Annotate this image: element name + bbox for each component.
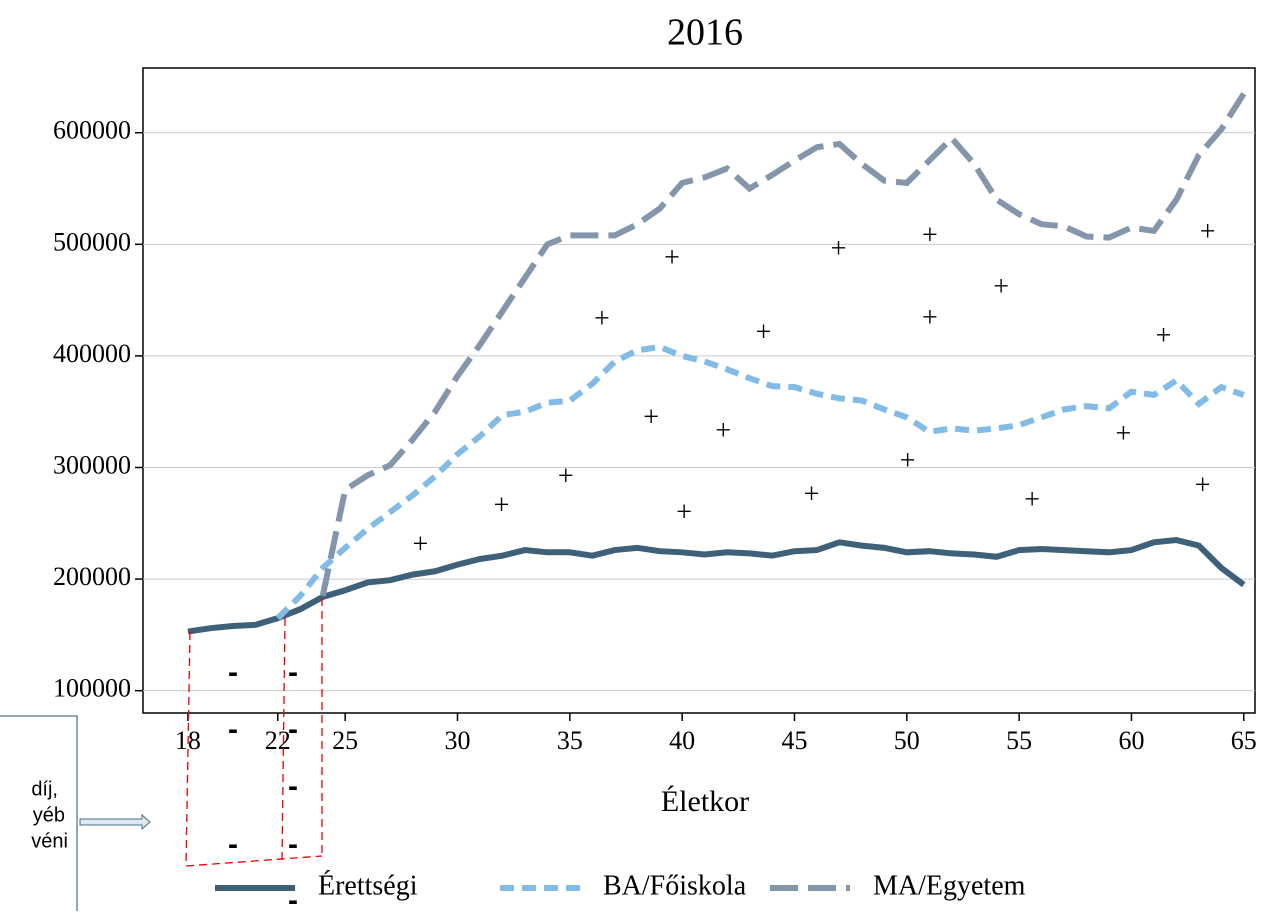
plus-marker: + [676, 497, 692, 528]
y-tick-label: 600000 [53, 116, 131, 145]
x-tick-label: 65 [1231, 726, 1257, 755]
x-tick-label: 45 [781, 726, 807, 755]
x-tick-label: 40 [669, 726, 695, 755]
plus-marker: + [1156, 320, 1172, 351]
plus-marker: + [922, 303, 938, 334]
y-tick-label: 100000 [53, 674, 131, 703]
red-dashed-line [281, 617, 286, 861]
red-dashed-line [185, 631, 191, 867]
dash-mark: - [228, 713, 238, 746]
series-line [187, 536, 1246, 635]
legend-label: BA/Főiskola [603, 870, 747, 901]
dash-mark: - [288, 656, 298, 689]
dash-mark: - [228, 828, 238, 861]
plus-marker: + [594, 304, 610, 335]
y-tick-label: 400000 [53, 339, 131, 368]
plus-marker: + [664, 242, 680, 273]
overlay: díj, yéb véni - - - - - - - - [0, 598, 323, 916]
plus-marker: + [1024, 485, 1040, 516]
y-tick-label: 500000 [53, 227, 131, 256]
legend-label: MA/Egyetem [873, 870, 1026, 901]
plus-marker: + [494, 490, 510, 521]
x-tick-label: 22 [265, 726, 291, 755]
note-box [0, 715, 78, 916]
note-text: véni [31, 830, 68, 852]
plus-marker: + [413, 529, 429, 560]
plus-marker: + [756, 317, 772, 348]
y-tick-label: 200000 [53, 562, 131, 591]
arrow [79, 813, 151, 831]
plus-marker: + [831, 233, 847, 264]
dash-mark: - [288, 713, 298, 746]
x-tick-label: 60 [1118, 726, 1144, 755]
x-tick-label: 35 [557, 726, 583, 755]
plus-marker: + [1195, 470, 1211, 501]
y-tick-label: 300000 [53, 450, 131, 479]
dash-mark: - [288, 828, 298, 861]
series-line [275, 343, 1245, 621]
plus-marker: + [1200, 217, 1216, 248]
legend-label: Érettségi [318, 870, 418, 901]
dash-mark: - [228, 656, 238, 689]
dash-mark: - [288, 884, 298, 911]
x-axis-label: Életkor [661, 785, 749, 818]
plus-marker: + [1115, 419, 1131, 450]
plus-marker: + [922, 220, 938, 251]
note-text: yéb [33, 804, 65, 826]
x-tick-label: 55 [1006, 726, 1032, 755]
x-tick-label: 50 [894, 726, 920, 755]
plus-marker: + [558, 461, 574, 492]
plus-marker: + [804, 479, 820, 510]
plus-marker: + [993, 271, 1009, 302]
plus-marker: + [900, 445, 916, 476]
chart-title: 2016 [667, 12, 743, 54]
x-tick-label: 25 [332, 726, 358, 755]
dash-mark: - [288, 770, 298, 803]
series-line [319, 92, 1247, 597]
plus-marker: + [715, 415, 731, 446]
red-dashed-line [185, 855, 323, 867]
plot-frame [142, 67, 1256, 714]
x-tick-label: 30 [445, 726, 471, 755]
note-text: díj, [31, 778, 58, 800]
plus-marker: + [643, 402, 659, 433]
